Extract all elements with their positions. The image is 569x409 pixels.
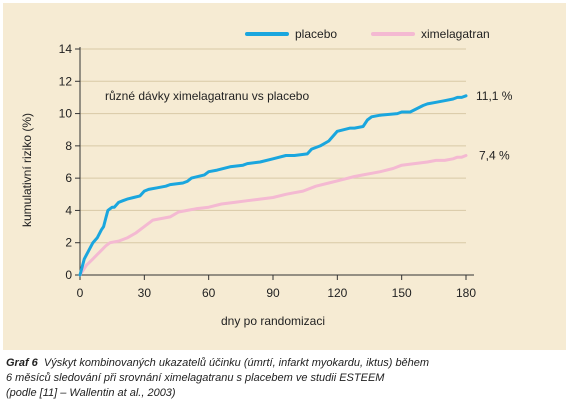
x-tick-label: 180	[456, 286, 476, 300]
y-axis-title: kumulativní riziko (%)	[20, 113, 34, 227]
caption-line-2: 6 měsíců sledování při srovnání ximelaga…	[6, 372, 385, 384]
placebo-end-label: 11,1 %	[476, 89, 513, 103]
caption-line-1: Graf 6 Výskyt kombinovaných ukazatelů úč…	[6, 356, 561, 371]
x-axis-title: dny po randomizaci	[221, 314, 325, 328]
axes	[79, 47, 474, 276]
x-axis-ticks: 0 30 60 90 120 150 180	[77, 275, 476, 300]
legend: placebo ximelagatran	[245, 27, 490, 41]
legend-label-placebo: placebo	[295, 27, 337, 41]
y-axis-ticks: 0 2 4 6 8 10 12 14	[59, 42, 80, 282]
y-tick-label: 8	[65, 139, 72, 153]
grid-lines	[80, 48, 466, 244]
ximelagatran-end-label: 7,4 %	[479, 149, 510, 163]
chart-annotation: různé dávky ximelagatranu vs placebo	[105, 89, 309, 103]
series-lines	[78, 94, 468, 277]
y-tick-label: 12	[59, 74, 73, 88]
chart-figure: 0 2 4 6 8 10 12 14 0 30 60 90 120 150 180 placebo xime…	[3, 3, 566, 350]
y-tick-label: 2	[65, 236, 72, 250]
series-line-ximelagatran	[78, 154, 468, 277]
y-tick-label: 10	[59, 107, 73, 121]
legend-label-ximelagatran: ximelagatran	[421, 27, 490, 41]
caption-line-3: (podle [11] – Wallentin at al., 2003)	[6, 387, 176, 399]
x-tick-label: 60	[202, 286, 216, 300]
x-tick-label: 30	[138, 286, 152, 300]
figure-caption: Graf 6 Výskyt kombinovaných ukazatelů úč…	[6, 356, 561, 401]
x-tick-label: 0	[77, 286, 84, 300]
caption-text-1: Výskyt kombinovaných ukazatelů účinku (ú…	[43, 357, 430, 369]
y-tick-label: 4	[65, 203, 72, 217]
series-line-placebo	[78, 94, 468, 277]
x-tick-label: 90	[266, 286, 280, 300]
caption-label: Graf 6	[6, 357, 38, 369]
y-tick-label: 6	[65, 171, 72, 185]
x-tick-label: 120	[327, 286, 347, 300]
x-tick-label: 150	[392, 286, 412, 300]
y-tick-label: 0	[65, 268, 72, 282]
chart-svg: 0 2 4 6 8 10 12 14 0 30 60 90 120 150 180 placebo xime…	[20, 27, 513, 328]
y-tick-label: 14	[59, 42, 73, 56]
